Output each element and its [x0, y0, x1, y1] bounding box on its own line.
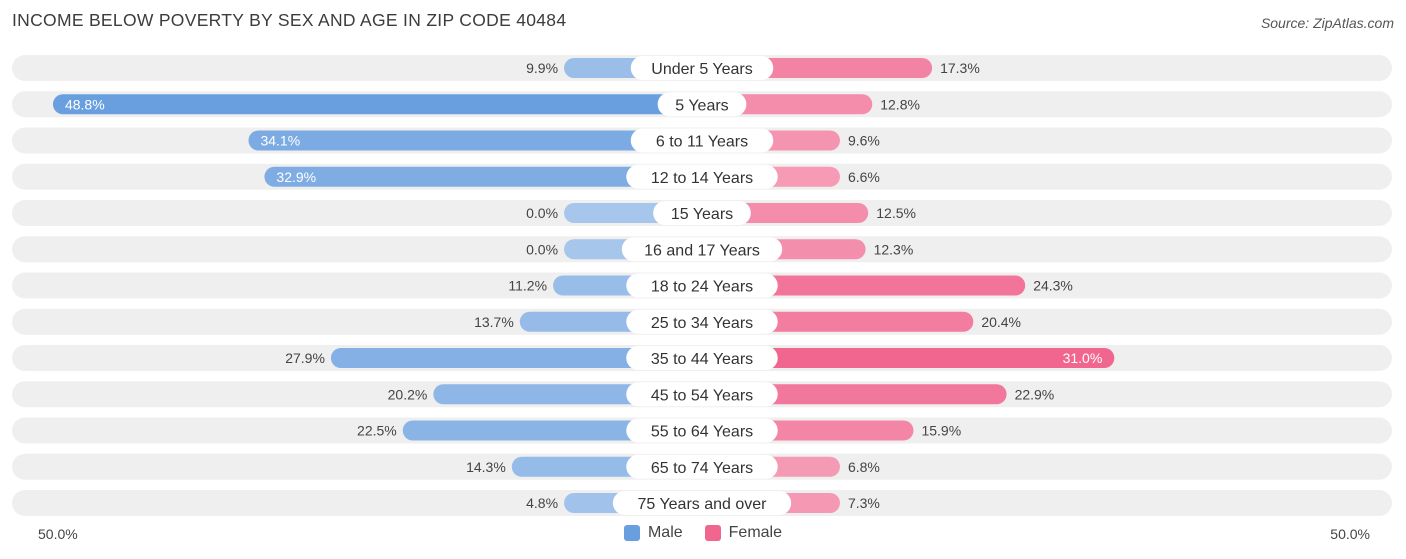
- category-pill: [653, 201, 751, 225]
- category-pill: [657, 92, 747, 117]
- legend-label-male: Male: [647, 524, 683, 541]
- female-value-label: 6.8%: [848, 459, 880, 475]
- legend-label-female: Female: [728, 524, 783, 541]
- category-pill: [626, 382, 778, 407]
- category-label: 35 to 44 Years: [651, 351, 753, 368]
- female-bar: [702, 275, 1026, 296]
- category-label: 75 Years and over: [638, 496, 768, 513]
- female-value-label: 15.9%: [921, 423, 961, 439]
- category-label: 16 and 17 Years: [644, 242, 760, 259]
- male-value-label: 11.2%: [508, 278, 547, 294]
- female-value-label: 9.6%: [848, 133, 880, 149]
- female-value-label: 12.8%: [880, 96, 920, 112]
- male-bar: [264, 166, 702, 187]
- poverty-chart: 9.9% 17.3% Under 5 Years 48.8% 12.8% 5 Years 3…: [12, 55, 1392, 516]
- female-value-label: 24.3%: [1033, 278, 1073, 294]
- female-value-label: 6.6%: [848, 169, 880, 185]
- male-value-label: 4.8%: [526, 495, 558, 511]
- male-value-label: 0.0%: [526, 241, 558, 257]
- category-label: 15 Years: [671, 206, 733, 223]
- category-label: 45 to 54 Years: [651, 387, 753, 404]
- legend-swatch-female: [704, 525, 721, 541]
- male-value-label: 32.9%: [276, 169, 316, 185]
- male-value-label: 9.9%: [526, 60, 558, 76]
- category-label: 25 to 34 Years: [651, 315, 753, 332]
- axis-right-label: 50.0%: [1330, 526, 1370, 542]
- category-pill: [630, 56, 774, 80]
- male-bar: [248, 130, 702, 151]
- category-label: 65 to 74 Years: [651, 460, 753, 477]
- female-bar: [702, 348, 1115, 368]
- male-value-label: 27.9%: [285, 350, 325, 366]
- category-label: Under 5 Years: [651, 61, 752, 78]
- male-bar: [52, 94, 702, 115]
- male-value-label: 22.5%: [357, 423, 397, 439]
- category-pill: [626, 309, 778, 334]
- male-bar: [330, 348, 702, 368]
- male-value-label: 34.1%: [260, 133, 300, 149]
- category-label: 5 Years: [675, 97, 728, 114]
- category-label: 18 to 24 Years: [651, 279, 753, 296]
- legend-item-female: Female: [704, 524, 783, 542]
- category-pill: [612, 491, 792, 515]
- category-pill: [626, 273, 778, 298]
- female-value-label: 22.9%: [1015, 386, 1055, 402]
- male-value-label: 0.0%: [526, 205, 558, 221]
- male-value-label: 48.8%: [65, 96, 105, 112]
- category-label: 12 to 14 Years: [651, 170, 753, 187]
- category-pill: [626, 418, 778, 443]
- legend-swatch-male: [623, 525, 640, 541]
- male-value-label: 20.2%: [388, 386, 428, 402]
- category-pill: [621, 237, 783, 262]
- female-value-label: 12.3%: [874, 241, 914, 257]
- female-value-label: 20.4%: [981, 314, 1021, 330]
- female-value-label: 31.0%: [1063, 350, 1103, 366]
- legend: Male Female: [0, 524, 1406, 542]
- category-pill: [626, 164, 778, 189]
- male-value-label: 14.3%: [466, 459, 506, 475]
- female-value-label: 17.3%: [940, 60, 980, 76]
- male-bar: [402, 420, 702, 441]
- female-bar: [702, 384, 1007, 405]
- category-pill: [630, 128, 774, 153]
- category-label: 6 to 11 Years: [656, 134, 748, 151]
- category-pill: [626, 454, 778, 479]
- male-value-label: 13.7%: [474, 314, 514, 330]
- chart-title: INCOME BELOW POVERTY BY SEX AND AGE IN Z…: [12, 10, 567, 30]
- category-label: 55 to 64 Years: [651, 424, 753, 441]
- axis-left-label: 50.0%: [38, 526, 78, 542]
- legend-item-male: Male: [623, 524, 683, 542]
- category-pill: [626, 346, 778, 370]
- source-credit: Source: ZipAtlas.com: [1260, 15, 1394, 31]
- female-value-label: 7.3%: [848, 495, 880, 511]
- female-value-label: 12.5%: [876, 205, 916, 221]
